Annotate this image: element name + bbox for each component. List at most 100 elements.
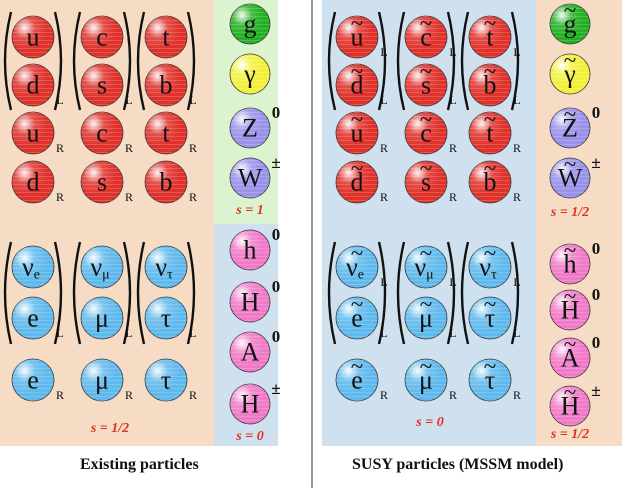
- ball-gloss: [81, 297, 123, 339]
- subscript-label: R: [513, 190, 521, 204]
- particle-symbol: Z: [562, 113, 578, 142]
- ball-gloss: [336, 16, 378, 58]
- lepton-ball: μ~ R: [404, 353, 457, 402]
- ball-gloss: [12, 297, 54, 339]
- ball-gloss: [550, 386, 590, 426]
- particle-symbol: c: [420, 118, 432, 147]
- ball-gloss: [550, 244, 590, 284]
- subscript-label: L: [449, 326, 456, 340]
- subscript-label: L: [449, 93, 456, 107]
- quark-ball: tR: [144, 111, 197, 155]
- ball-gloss: [81, 64, 123, 106]
- particle-symbol: d: [27, 70, 40, 99]
- subscript-label: L: [189, 93, 196, 107]
- tilde-mark: ~: [484, 58, 496, 83]
- subscript-label: L: [380, 326, 387, 340]
- subscript-label: L: [56, 93, 63, 107]
- particle-symbol: c: [420, 22, 432, 51]
- ball-gloss: [145, 161, 187, 203]
- subscript-label: R: [449, 388, 457, 402]
- bracket-right: [122, 241, 132, 345]
- subscript-label: L: [513, 93, 520, 107]
- quark-ball: sL: [80, 63, 133, 107]
- quark-ball: b~ R: [468, 155, 521, 204]
- particle-symbol: b: [484, 167, 497, 196]
- ball-gloss: [230, 384, 270, 424]
- quark-ball: t: [144, 15, 188, 59]
- particle-symbol: A: [561, 343, 580, 372]
- quark-doublet-bracket: [396, 11, 456, 111]
- quark-ball: d~ L: [335, 58, 388, 107]
- particle-symbol: τ: [485, 365, 495, 394]
- ball-gloss: [336, 297, 378, 339]
- lepton-ball: τ~ L: [468, 291, 521, 340]
- particle-symbol: d: [351, 70, 364, 99]
- particle-symbol: H: [241, 287, 260, 316]
- tilde-mark: ~: [484, 106, 496, 131]
- spin-label-fermion: s = 1/2: [90, 421, 129, 436]
- ball-gloss: [12, 64, 54, 106]
- superscript-label: ±: [591, 153, 600, 172]
- particle-symbol: b: [484, 70, 497, 99]
- tilde-mark: ~: [351, 155, 363, 180]
- particle-symbol: h: [244, 235, 257, 264]
- tilde-mark: ~: [351, 353, 363, 378]
- quark-doublet-bracket: [327, 11, 387, 111]
- bracket-left: [327, 11, 337, 111]
- lepton-doublet-bracket: [136, 241, 196, 345]
- bracket-left: [327, 241, 337, 345]
- particle-symbol: c: [96, 22, 108, 51]
- bracket-left: [3, 241, 13, 345]
- quark-ball: dR: [11, 160, 64, 204]
- ball-gloss: [469, 112, 511, 154]
- particle-symbol: u: [351, 22, 364, 51]
- particle-symbol: H: [241, 389, 260, 418]
- superscript-label: 0: [592, 285, 601, 304]
- tilde-mark: ~: [564, 102, 576, 127]
- ball-gloss: [230, 108, 270, 148]
- ball-gloss: [469, 359, 511, 401]
- higgs-boson-ball: H0: [229, 277, 280, 323]
- spin-label-higgsino: s = 1/2: [550, 427, 589, 442]
- subscript-label: R: [513, 141, 521, 155]
- ball-gloss: [405, 246, 447, 288]
- higgsino-ball: H~ ±: [549, 380, 601, 427]
- tilde-mark: ~: [420, 58, 432, 83]
- ball-gloss: [81, 246, 123, 288]
- superscript-label: 0: [592, 103, 601, 122]
- particle-symbol: b: [160, 167, 173, 196]
- ball-gloss: [405, 359, 447, 401]
- particle-symbol: b: [160, 70, 173, 99]
- lepton-ball: νμ: [80, 245, 124, 289]
- spin-label-gaugino: s = 1/2: [550, 205, 589, 220]
- susy-caption: SUSY particles (MSSM model): [352, 456, 564, 473]
- bracket-right: [377, 241, 387, 345]
- bracket-left: [72, 11, 82, 111]
- particle-symbol: g: [564, 9, 577, 38]
- particle-symbol: t: [162, 22, 170, 51]
- particle-symbol: c: [96, 118, 108, 147]
- ball-gloss: [12, 246, 54, 288]
- tilde-mark: ~: [351, 240, 363, 265]
- gauge-boson-ball: γ: [229, 53, 271, 95]
- bracket-right: [122, 11, 132, 111]
- lepton-ball: νμ~L: [404, 240, 457, 289]
- lepton-doublet-bracket: [3, 241, 63, 345]
- quark-ball: t~ R: [468, 106, 521, 155]
- higgsino-ball: H~ 0: [549, 284, 601, 331]
- ball-gloss: [145, 112, 187, 154]
- ball-gloss: [81, 161, 123, 203]
- tilde-mark: ~: [564, 238, 576, 263]
- bracket-left: [3, 11, 13, 111]
- bracket-left: [396, 11, 406, 111]
- subscript-label: L: [125, 93, 132, 107]
- tilde-mark: ~: [564, 0, 576, 23]
- subscript-label: R: [125, 388, 133, 402]
- gaugino-ball: W~ ±: [549, 152, 601, 199]
- quark-ball: u~ L: [335, 10, 388, 59]
- bracket-right: [53, 11, 63, 111]
- subscript-label: R: [380, 190, 388, 204]
- ball-gloss: [550, 54, 590, 94]
- quark-doublet-bracket: [460, 11, 520, 111]
